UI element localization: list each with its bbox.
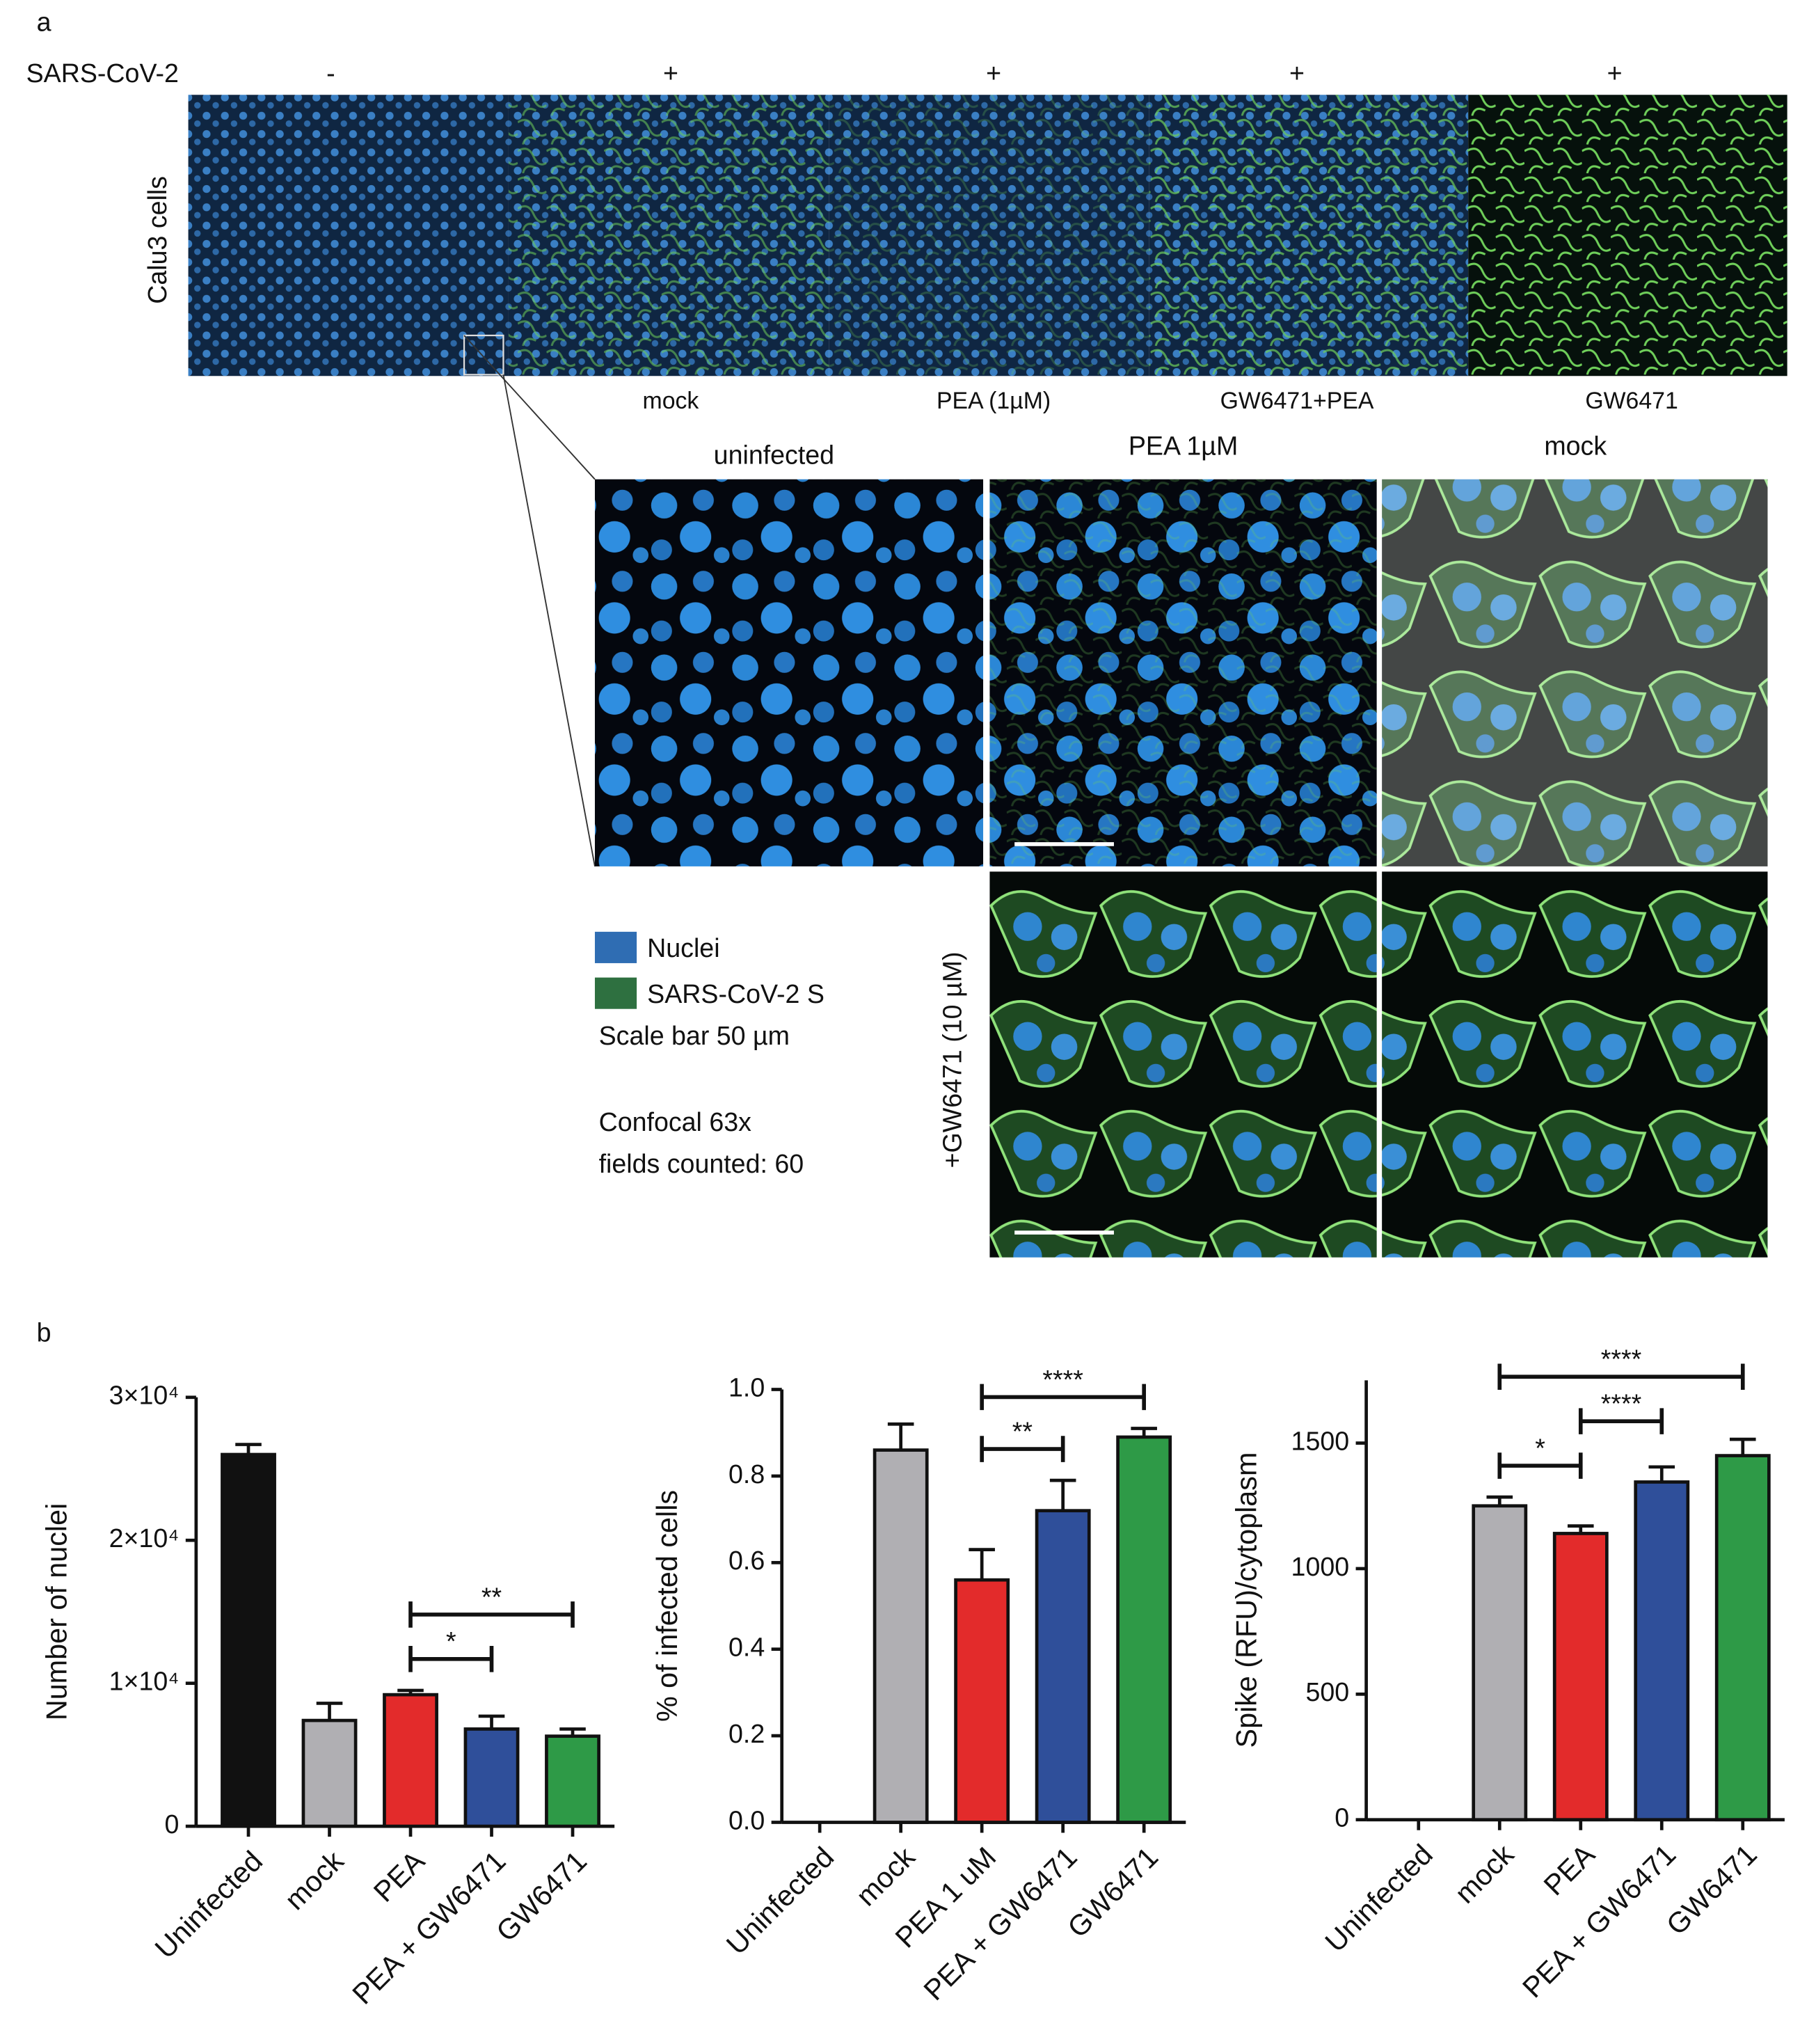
bar [1552, 1532, 1609, 1822]
x-tick-label: PEA [367, 1844, 431, 1908]
significance-label: **** [1601, 1345, 1642, 1374]
y-tick-label: 0.2 [728, 1719, 765, 1748]
side-label: Calu3 cells [143, 176, 172, 304]
x-tick-label: GW6471 [490, 1845, 593, 1948]
zoom-side-label: +GW6471 (10 µM) [938, 952, 967, 1168]
micrograph-overlay [989, 479, 1377, 866]
micrograph-overlay [508, 95, 829, 377]
zoom-line [463, 335, 596, 480]
bar [1116, 1435, 1172, 1824]
y-tick-label: 0.8 [728, 1459, 765, 1489]
bar [463, 1727, 520, 1828]
y-axis-label: % of infected cells [651, 1490, 683, 1722]
y-tick-label: 1000 [1291, 1552, 1350, 1581]
image-strip [188, 95, 1787, 867]
x-tick-label: PEA + GW6471 [918, 1841, 1083, 2006]
infection-sign: + [986, 58, 1001, 88]
infection-sign: + [663, 58, 678, 88]
y-axis-label: Spike (RFU)/cytoplasm [1230, 1452, 1262, 1748]
y-tick-label: 3×10⁴ [109, 1381, 180, 1410]
note: Confocal 63x [599, 1107, 752, 1136]
y-axis-label: Number of nuclei [40, 1503, 72, 1720]
x-tick-label: PEA + GW6471 [347, 1845, 512, 2011]
condition-label: PEA (1µM) [937, 388, 1051, 414]
zoom-title: mock [1544, 431, 1607, 461]
micrograph-overlay [1149, 95, 1469, 377]
micrograph-overlay [1468, 95, 1787, 377]
significance-bracket [1578, 1408, 1664, 1434]
y-tick-label: 0.6 [728, 1546, 765, 1575]
y-tick-label: 0 [165, 1809, 180, 1839]
micrograph [1382, 479, 1768, 866]
y-tick-label: 1×10⁴ [109, 1667, 180, 1696]
y-tick-label: 0.4 [728, 1633, 765, 1662]
y-tick-label: 2×10⁴ [109, 1523, 180, 1553]
zoom-line [502, 374, 596, 867]
x-tick-label: mock [850, 1841, 921, 1912]
bar [954, 1578, 1010, 1824]
infection-sign: + [1289, 58, 1305, 88]
bar [545, 1734, 600, 1828]
micrograph [594, 479, 984, 866]
bar [383, 1693, 438, 1828]
significance-bracket [1497, 1452, 1583, 1479]
significance-label: **** [1601, 1389, 1642, 1418]
x-tick-label: Uninfected [720, 1841, 840, 1960]
micrograph-overlay [829, 95, 1149, 377]
zoom-title: uninfected [714, 441, 834, 470]
legend-label: Nuclei [647, 933, 719, 962]
y-tick-label: 1.0 [728, 1372, 765, 1402]
significance-bracket [980, 1436, 1065, 1462]
panel-label: b [37, 1318, 51, 1347]
condition-label: GW6471 [1585, 388, 1678, 414]
significance-bracket [980, 1384, 1146, 1411]
bar [221, 1452, 276, 1828]
note: Scale bar 50 µm [599, 1021, 790, 1050]
legend-label: SARS-CoV-2 S [647, 979, 825, 1008]
bar [873, 1448, 929, 1824]
y-tick-label: 0.0 [728, 1805, 765, 1835]
micrograph [188, 95, 509, 377]
panel-label: a [37, 8, 51, 37]
legend-swatch [594, 931, 637, 963]
bar [1634, 1480, 1690, 1822]
x-tick-label: GW6471 [1061, 1841, 1164, 1944]
legend-swatch [594, 977, 637, 1009]
x-tick-label: Uninfected [149, 1845, 269, 1965]
zoom-box [463, 334, 504, 376]
condition-label: mock [643, 388, 699, 414]
significance-bracket [408, 1601, 575, 1628]
micrograph [1382, 871, 1768, 1258]
significance-bracket [1497, 1363, 1745, 1391]
y-tick-label: 0 [1335, 1803, 1349, 1832]
x-tick-label: Uninfected [1319, 1838, 1439, 1958]
infection-sign: + [1607, 58, 1623, 88]
zoom-title: PEA 1µM [1129, 431, 1238, 461]
bar [301, 1718, 358, 1828]
significance-label: ** [1012, 1416, 1033, 1445]
significance-bracket [408, 1646, 494, 1672]
condition-label: GW6471+PEA [1220, 388, 1374, 414]
y-tick-label: 1500 [1291, 1426, 1350, 1455]
note: fields counted: 60 [599, 1149, 804, 1178]
x-tick-label: PEA + GW6471 [1516, 1838, 1682, 2004]
x-tick-label: mock [278, 1845, 350, 1917]
bar [1714, 1454, 1771, 1822]
row-label: SARS-CoV-2 [26, 58, 179, 88]
significance-label: * [1535, 1433, 1545, 1462]
x-tick-label: PEA [1538, 1838, 1601, 1901]
infection-sign: - [326, 58, 335, 88]
significance-label: **** [1042, 1365, 1083, 1394]
bar [1472, 1504, 1528, 1822]
bar [1035, 1509, 1091, 1824]
significance-label: * [446, 1626, 456, 1656]
x-tick-label: mock [1449, 1838, 1520, 1910]
y-tick-label: 500 [1305, 1677, 1349, 1706]
micrograph [989, 871, 1377, 1258]
significance-label: ** [481, 1582, 502, 1611]
zoom-images: uninfected PEA 1µM mock +GW6471 (10 µM) … [594, 431, 1768, 1258]
x-tick-label: GW6471 [1660, 1838, 1763, 1941]
